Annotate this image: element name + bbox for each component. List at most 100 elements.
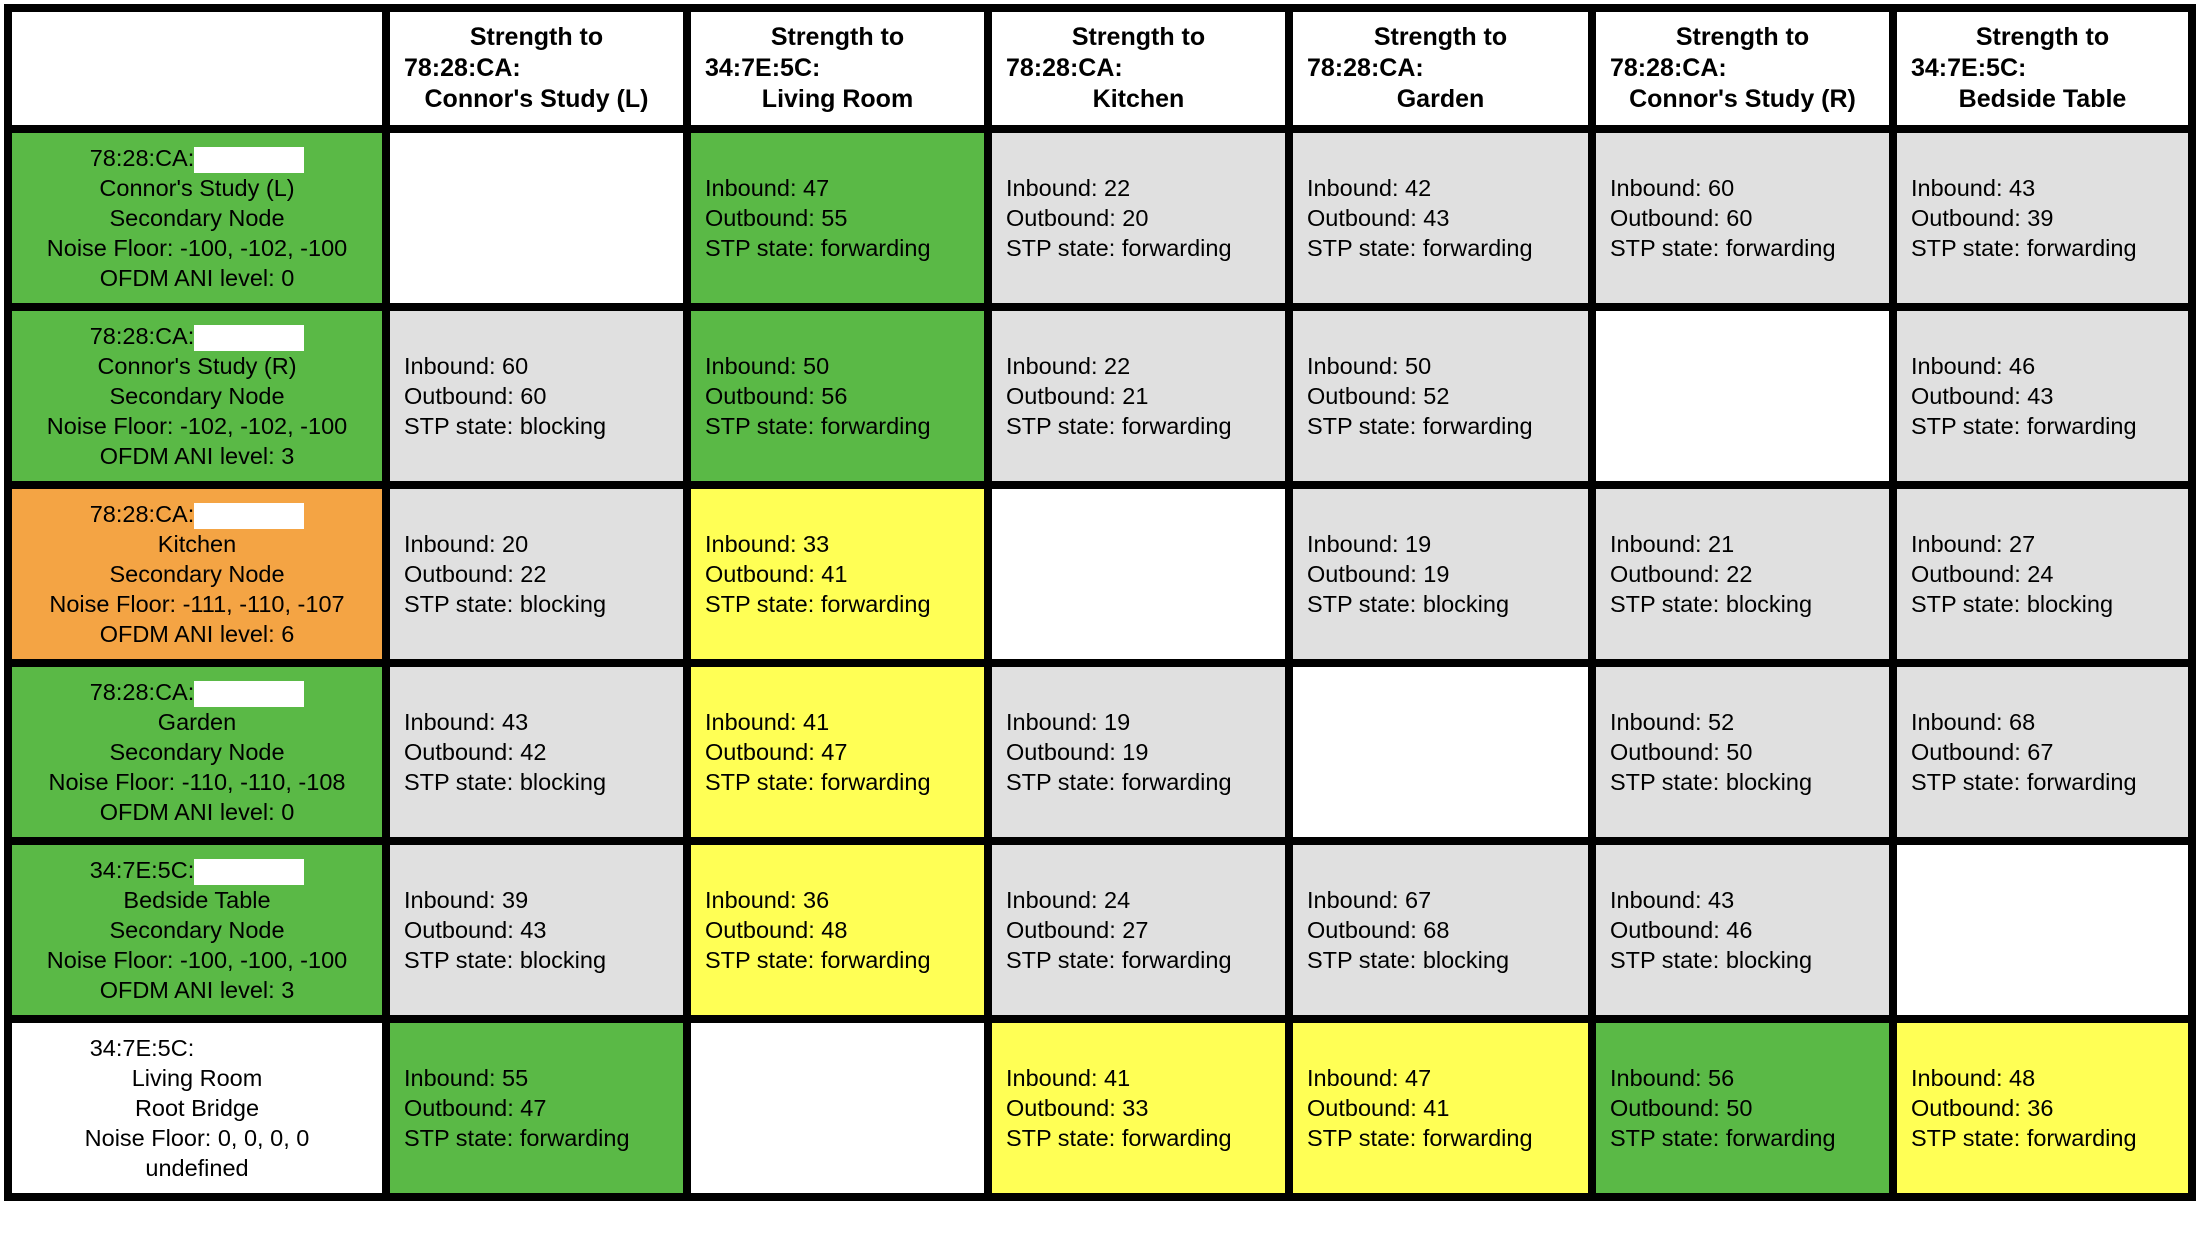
header-mac: 34:7E:5C:	[1911, 54, 2147, 83]
link-out: Outbound: 19	[1006, 739, 1149, 765]
node-noise: Noise Floor: -102, -102, -100	[46, 413, 348, 439]
table-row: 78:28:CA: Kitchen Secondary Node Noise Floo…	[4, 481, 2196, 667]
link-stp: STP state: blocking	[404, 591, 607, 617]
link-in: Inbound: 50	[705, 353, 830, 379]
node-name: Connor's Study (L)	[99, 175, 295, 201]
header-mac: 78:28:CA:	[1006, 54, 1243, 83]
link-in: Inbound: 27	[1911, 531, 2036, 557]
link-strength-cell: Inbound: 19 Outbound: 19 STP state: forwar…	[984, 659, 1293, 845]
column-header: Strength to 34:7E:5C: Living Room	[683, 4, 992, 133]
link-in: Inbound: 20	[404, 531, 529, 557]
link-out: Outbound: 36	[1911, 1095, 2054, 1121]
link-stp: STP state: forwarding	[1307, 413, 1533, 439]
header-prefix: Strength to	[1975, 23, 2110, 51]
link-in: Inbound: 42	[1307, 175, 1432, 201]
redacted-mac-mask	[820, 56, 941, 83]
node-mac-text: 34:7E:5C:	[89, 857, 195, 883]
link-strength-cell: Inbound: 68 Outbound: 67 STP state: forwar…	[1889, 659, 2196, 845]
link-strength-cell: Inbound: 20 Outbound: 22 STP state: blocki…	[382, 481, 691, 667]
header-node-name: Living Room	[761, 85, 914, 113]
link-in: Inbound: 41	[1006, 1065, 1131, 1091]
node-mac-text: 78:28:CA:	[89, 145, 195, 171]
node-info-cell: 34:7E:5C: Bedside Table Secondary Node Nois…	[4, 837, 390, 1023]
redacted-mac-mask	[1726, 56, 1847, 83]
link-out: Outbound: 43	[404, 917, 547, 943]
redacted-mac-mask	[194, 324, 305, 351]
link-strength-cell: Inbound: 50 Outbound: 52 STP state: forwar…	[1285, 303, 1596, 489]
node-mac-text: 78:28:CA:	[89, 323, 195, 349]
link-stp: STP state: forwarding	[705, 413, 931, 439]
link-strength-cell: Inbound: 47 Outbound: 55 STP state: forwar…	[683, 125, 992, 311]
link-strength-cell: Inbound: 43 Outbound: 39 STP state: forwar…	[1889, 125, 2196, 311]
link-in: Inbound: 33	[705, 531, 830, 557]
table-row: 78:28:CA: Garden Secondary Node Noise Floor…	[4, 659, 2196, 845]
node-role: Secondary Node	[109, 383, 285, 409]
link-stp: STP state: blocking	[1911, 591, 2114, 617]
link-in: Inbound: 36	[705, 887, 830, 913]
link-out: Outbound: 68	[1307, 917, 1450, 943]
link-stp: STP state: forwarding	[705, 947, 931, 973]
link-out: Outbound: 46	[1610, 917, 1753, 943]
link-in: Inbound: 21	[1610, 531, 1735, 557]
link-stp: STP state: forwarding	[404, 1125, 630, 1151]
link-out: Outbound: 39	[1911, 205, 2054, 231]
header-mac-text: 78:28:CA:	[404, 54, 521, 82]
header-mac-text: 34:7E:5C:	[1911, 54, 2027, 82]
link-stp: STP state: blocking	[404, 413, 607, 439]
node-strength-matrix: Strength to 78:28:CA: Connor's Study (L) St…	[4, 4, 2196, 1201]
header-mac-text: 34:7E:5C:	[705, 54, 821, 82]
node-noise: Noise Floor: -111, -110, -107	[49, 591, 345, 617]
link-out: Outbound: 33	[1006, 1095, 1149, 1121]
link-in: Inbound: 19	[1307, 531, 1432, 557]
table-row: 78:28:CA: Connor's Study (L) Secondary Nod…	[4, 125, 2196, 311]
link-stp: STP state: forwarding	[1307, 1125, 1533, 1151]
redacted-mac-mask	[1122, 56, 1243, 83]
node-mac-text: 34:7E:5C:	[89, 1035, 195, 1061]
link-strength-cell: Inbound: 55 Outbound: 47 STP state: forwar…	[382, 1015, 691, 1201]
link-strength-cell: Inbound: 67 Outbound: 68 STP state: blocki…	[1285, 837, 1596, 1023]
link-in: Inbound: 46	[1911, 353, 2036, 379]
link-in: Inbound: 60	[1610, 175, 1735, 201]
node-info-cell: 78:28:CA: Connor's Study (R) Secondary Nod…	[4, 303, 390, 489]
node-role: Secondary Node	[109, 561, 285, 587]
redacted-mac-mask	[2026, 56, 2147, 83]
link-strength-cell: Inbound: 52 Outbound: 50 STP state: blocki…	[1588, 659, 1897, 845]
column-header: Strength to 78:28:CA: Connor's Study (L)	[382, 4, 691, 133]
column-header: Strength to 34:7E:5C: Bedside Table	[1889, 4, 2196, 133]
header-row: Strength to 78:28:CA: Connor's Study (L) St…	[4, 4, 2196, 133]
node-role: Secondary Node	[109, 739, 285, 765]
column-header: Strength to 78:28:CA: Garden	[1285, 4, 1596, 133]
link-strength-cell: Inbound: 22 Outbound: 20 STP state: forwar…	[984, 125, 1293, 311]
empty-self-cell	[1285, 659, 1596, 845]
node-role: Root Bridge	[134, 1095, 260, 1121]
link-stp: STP state: blocking	[1307, 591, 1510, 617]
link-stp: STP state: forwarding	[1911, 1125, 2137, 1151]
link-strength-cell: Inbound: 42 Outbound: 43 STP state: forwar…	[1285, 125, 1596, 311]
header-node-name: Garden	[1396, 85, 1485, 113]
link-in: Inbound: 39	[404, 887, 529, 913]
redacted-mac-mask	[1423, 56, 1544, 83]
link-in: Inbound: 68	[1911, 709, 2036, 735]
link-stp: STP state: blocking	[1610, 947, 1813, 973]
node-ani: undefined	[145, 1155, 249, 1181]
link-strength-cell: Inbound: 60 Outbound: 60 STP state: forwar…	[1588, 125, 1897, 311]
link-out: Outbound: 48	[705, 917, 848, 943]
node-ani: OFDM ANI level: 0	[99, 799, 295, 825]
link-out: Outbound: 50	[1610, 739, 1753, 765]
link-stp: STP state: blocking	[1307, 947, 1510, 973]
link-out: Outbound: 50	[1610, 1095, 1753, 1121]
node-name: Living Room	[131, 1065, 263, 1091]
header-prefix: Strength to	[770, 23, 905, 51]
link-in: Inbound: 24	[1006, 887, 1131, 913]
link-out: Outbound: 24	[1911, 561, 2054, 587]
column-header: Strength to 78:28:CA: Connor's Study (R)	[1588, 4, 1897, 133]
link-strength-cell: Inbound: 50 Outbound: 56 STP state: forwar…	[683, 303, 992, 489]
link-strength-cell: Inbound: 21 Outbound: 22 STP state: blocki…	[1588, 481, 1897, 667]
link-stp: STP state: blocking	[404, 769, 607, 795]
link-out: Outbound: 43	[1911, 383, 2054, 409]
header-node-name: Connor's Study (L)	[424, 85, 649, 113]
node-info-cell: 34:7E:5C: Living Room Root Bridge Noise Flo…	[4, 1015, 390, 1201]
link-strength-cell: Inbound: 19 Outbound: 19 STP state: blocki…	[1285, 481, 1596, 667]
link-stp: STP state: forwarding	[705, 235, 931, 261]
link-in: Inbound: 41	[705, 709, 830, 735]
